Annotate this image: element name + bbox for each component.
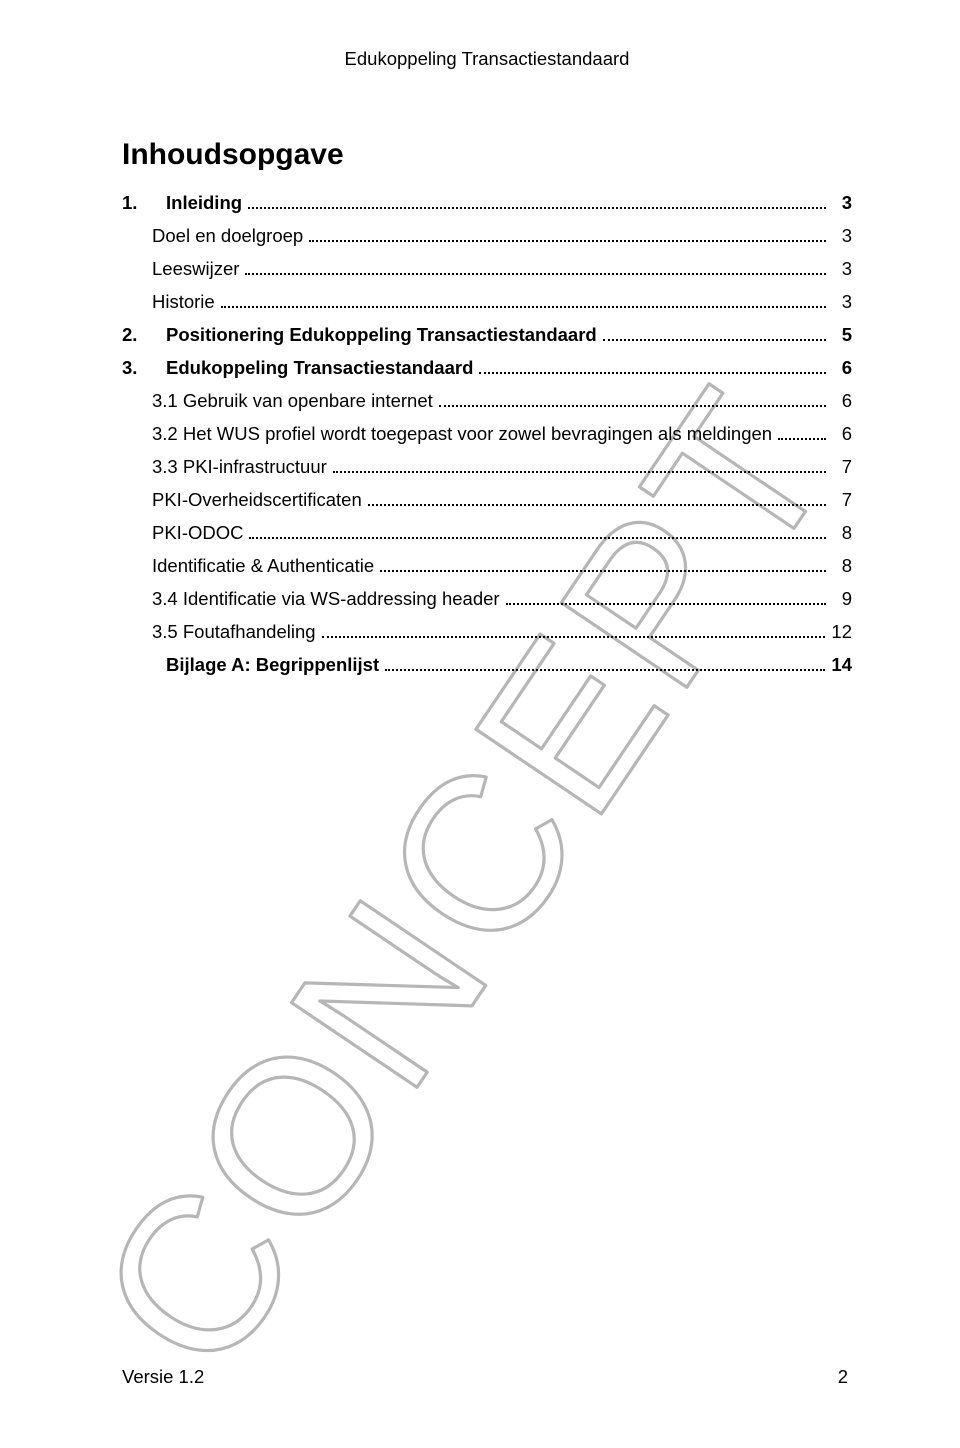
toc-entry[interactable]: Bijlage A: Begrippenlijst 14	[122, 654, 852, 676]
toc-entry-page: 8	[830, 555, 852, 577]
toc-leader-dots	[333, 461, 826, 473]
toc-entry[interactable]: 3.3 PKI-infrastructuur 7	[122, 456, 852, 478]
toc-entry-page: 8	[830, 522, 852, 544]
toc-entry-page: 14	[829, 654, 852, 676]
toc-entry-number: 3.	[122, 357, 166, 379]
toc-leader-dots	[368, 494, 826, 506]
toc-entry-number: 1.	[122, 192, 166, 214]
toc-entry[interactable]: PKI-Overheidscertificaten 7	[122, 489, 852, 511]
toc-entry-page: 3	[830, 225, 852, 247]
toc-entry-label: Edukoppeling Transactiestandaard	[166, 357, 473, 379]
toc-entry-label: 3.3 PKI-infrastructuur	[152, 456, 327, 478]
toc-entry[interactable]: 3.5 Foutafhandeling 12	[122, 621, 852, 643]
toc-entry-page: 6	[830, 390, 852, 412]
toc-leader-dots	[385, 659, 825, 671]
toc-entry[interactable]: 3.1 Gebruik van openbare internet 6	[122, 390, 852, 412]
footer-version: Versie 1.2	[122, 1366, 204, 1388]
toc-leader-dots	[506, 593, 826, 605]
toc-entry[interactable]: Identificatie & Authenticatie 8	[122, 555, 852, 577]
toc-entry-page: 3	[830, 291, 852, 313]
toc-leader-dots	[603, 329, 826, 341]
toc-leader-dots	[309, 230, 826, 242]
toc-entry-label: Leeswijzer	[152, 258, 239, 280]
toc-leader-dots	[245, 263, 826, 275]
toc-entry-label: Positionering Edukoppeling Transactiesta…	[166, 324, 597, 346]
toc-entry-page: 6	[830, 423, 852, 445]
toc-leader-dots	[380, 560, 826, 572]
toc-entry-page: 3	[830, 258, 852, 280]
toc-entry-label: 3.1 Gebruik van openbare internet	[152, 390, 433, 412]
toc-entry[interactable]: Leeswijzer 3	[122, 258, 852, 280]
toc-entry-label: PKI-ODOC	[152, 522, 243, 544]
toc-leader-dots	[778, 428, 826, 440]
toc-entry-label: 3.5 Foutafhandeling	[152, 621, 316, 643]
toc-entry-page: 12	[829, 621, 852, 643]
toc-entry-page: 6	[830, 357, 852, 379]
toc-entry-label: Historie	[152, 291, 215, 313]
toc-leader-dots	[221, 296, 826, 308]
toc-entry-label: 3.2 Het WUS profiel wordt toegepast voor…	[152, 423, 772, 445]
footer-page-number: 2	[838, 1366, 848, 1388]
running-header: Edukoppeling Transactiestandaard	[122, 48, 852, 70]
toc-entry-label: PKI-Overheidscertificaten	[152, 489, 362, 511]
toc-entry-label: Inleiding	[166, 192, 242, 214]
toc-entry[interactable]: 3.4 Identificatie via WS-addressing head…	[122, 588, 852, 610]
toc-leader-dots	[249, 527, 826, 539]
table-of-contents: 1.Inleiding3Doel en doelgroep3Leeswijzer…	[122, 192, 852, 676]
toc-entry-label: Bijlage A: Begrippenlijst	[166, 654, 379, 676]
toc-entry[interactable]: 3.2 Het WUS profiel wordt toegepast voor…	[122, 423, 852, 445]
toc-entry[interactable]: 1.Inleiding 3	[122, 192, 852, 214]
toc-entry-page: 9	[830, 588, 852, 610]
toc-entry[interactable]: 3.Edukoppeling Transactiestandaard 6	[122, 357, 852, 379]
toc-entry[interactable]: PKI-ODOC 8	[122, 522, 852, 544]
toc-leader-dots	[479, 362, 826, 374]
toc-entry-label: 3.4 Identificatie via WS-addressing head…	[152, 588, 500, 610]
page-content: Edukoppeling Transactiestandaard Inhouds…	[122, 48, 852, 676]
toc-leader-dots	[248, 197, 826, 209]
toc-entry[interactable]: Historie 3	[122, 291, 852, 313]
toc-leader-dots	[439, 395, 826, 407]
toc-title: Inhoudsopgave	[122, 138, 852, 172]
document-page: CONCEPT Edukoppeling Transactiestandaard…	[0, 0, 960, 1448]
toc-entry-label: Doel en doelgroep	[152, 225, 303, 247]
toc-entry-page: 5	[830, 324, 852, 346]
toc-entry-page: 3	[830, 192, 852, 214]
toc-entry-label: Identificatie & Authenticatie	[152, 555, 374, 577]
toc-entry-page: 7	[830, 489, 852, 511]
toc-leader-dots	[322, 626, 826, 638]
toc-entry[interactable]: Doel en doelgroep 3	[122, 225, 852, 247]
page-footer: Versie 1.2 2	[122, 1366, 848, 1388]
toc-entry[interactable]: 2.Positionering Edukoppeling Transacties…	[122, 324, 852, 346]
toc-entry-page: 7	[830, 456, 852, 478]
toc-entry-number: 2.	[122, 324, 166, 346]
